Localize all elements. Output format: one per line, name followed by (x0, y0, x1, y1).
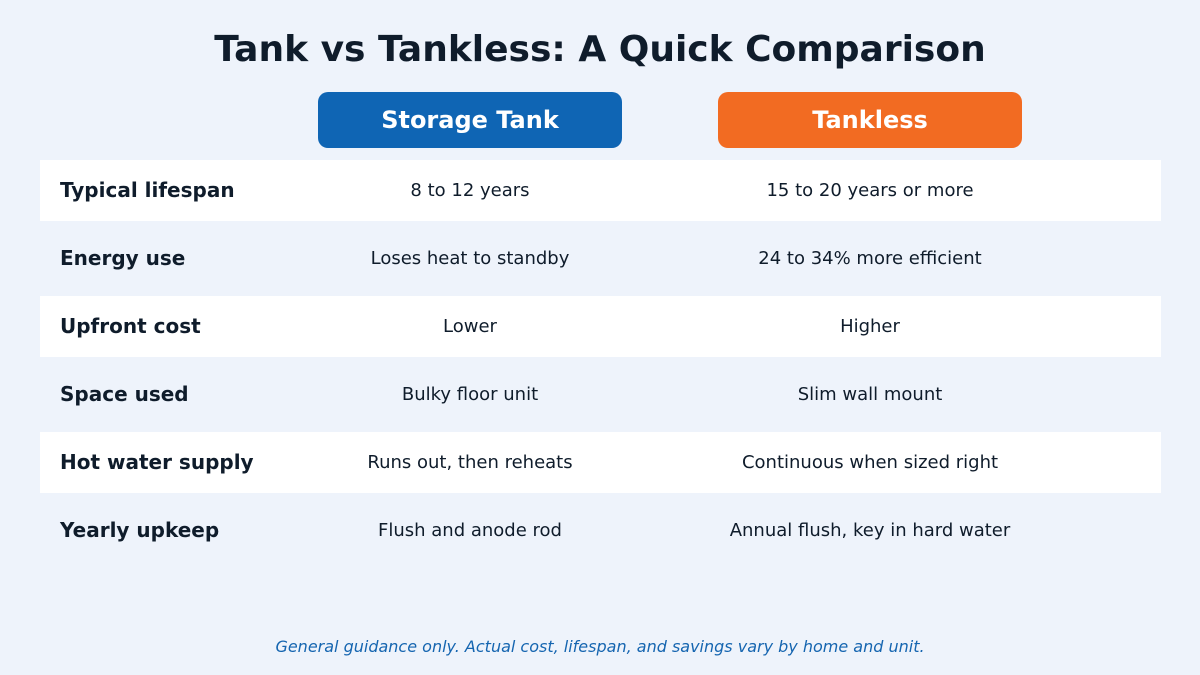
tankless-cell: Annual flush, key in hard water (729, 520, 1011, 541)
comparison-table: Typical lifespan 8 to 12 years 15 to 20 … (40, 160, 1161, 568)
table-row: Hot water supply Runs out, then reheats … (40, 432, 1161, 493)
table-row: Energy use Loses heat to standby 24 to 3… (40, 228, 1161, 289)
row-label: Energy use (60, 246, 186, 270)
table-row: Upfront cost Lower Higher (40, 296, 1161, 357)
tankless-cell: 24 to 34% more efficient (758, 248, 982, 269)
column-header-tankless: Tankless (718, 92, 1022, 148)
column-header-storage-tank: Storage Tank (318, 92, 622, 148)
tankless-cell: Continuous when sized right (741, 452, 999, 473)
tankless-cell: Slim wall mount (797, 384, 943, 405)
row-label: Space used (60, 382, 189, 406)
table-row: Yearly upkeep Flush and anode rod Annual… (40, 500, 1161, 561)
row-label: Typical lifespan (60, 178, 235, 202)
storage-tank-cell: Flush and anode rod (378, 520, 562, 541)
table-row: Space used Bulky floor unit Slim wall mo… (40, 364, 1161, 425)
footnote: General guidance only. Actual cost, life… (275, 637, 925, 656)
storage-tank-cell: 8 to 12 years (410, 180, 530, 201)
table-row: Typical lifespan 8 to 12 years 15 to 20 … (40, 160, 1161, 221)
storage-tank-cell: Lower (443, 316, 497, 337)
tankless-cell: Higher (840, 316, 900, 337)
storage-tank-cell: Runs out, then reheats (367, 452, 573, 473)
page-title: Tank vs Tankless: A Quick Comparison (214, 29, 986, 70)
storage-tank-cell: Loses heat to standby (370, 248, 570, 269)
tankless-cell: 15 to 20 years or more (766, 180, 974, 201)
row-label: Upfront cost (60, 314, 201, 338)
row-label: Yearly upkeep (60, 518, 220, 542)
storage-tank-cell: Bulky floor unit (401, 384, 539, 405)
row-label: Hot water supply (60, 450, 254, 474)
